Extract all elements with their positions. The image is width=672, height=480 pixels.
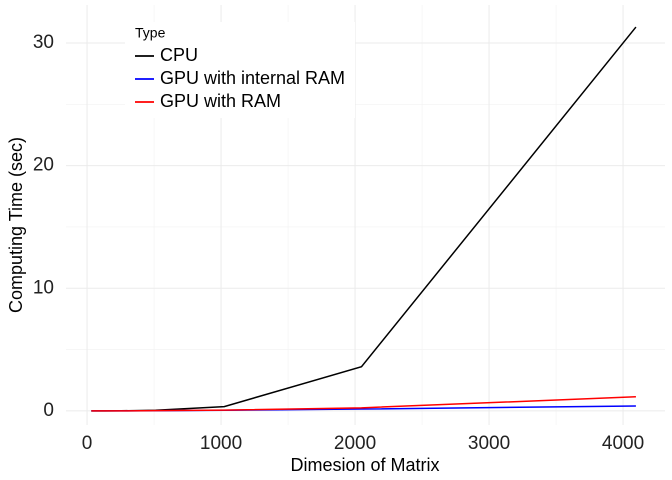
x-axis-title: Dimesion of Matrix — [290, 455, 439, 475]
y-tick-label: 20 — [33, 155, 54, 176]
y-tick-label: 0 — [43, 400, 54, 421]
y-axis-title: Computing Time (sec) — [6, 137, 26, 313]
x-tick-label: 3000 — [468, 433, 510, 454]
x-tick-label: 4000 — [602, 433, 644, 454]
x-tick-label: 2000 — [334, 433, 376, 454]
x-tick-label: 1000 — [200, 433, 242, 454]
series-line — [91, 396, 636, 412]
legend-label: CPU — [160, 45, 198, 65]
legend-label: GPU with RAM — [160, 91, 281, 111]
grid — [66, 5, 665, 425]
legend-background — [125, 22, 355, 118]
y-tick-label: 10 — [33, 277, 54, 298]
legend-label: GPU with internal RAM — [160, 68, 345, 88]
legend-title: Type — [135, 25, 166, 41]
lines — [91, 26, 637, 412]
x-tick-label: 0 — [82, 433, 93, 454]
y-tick-label: 30 — [33, 32, 54, 53]
